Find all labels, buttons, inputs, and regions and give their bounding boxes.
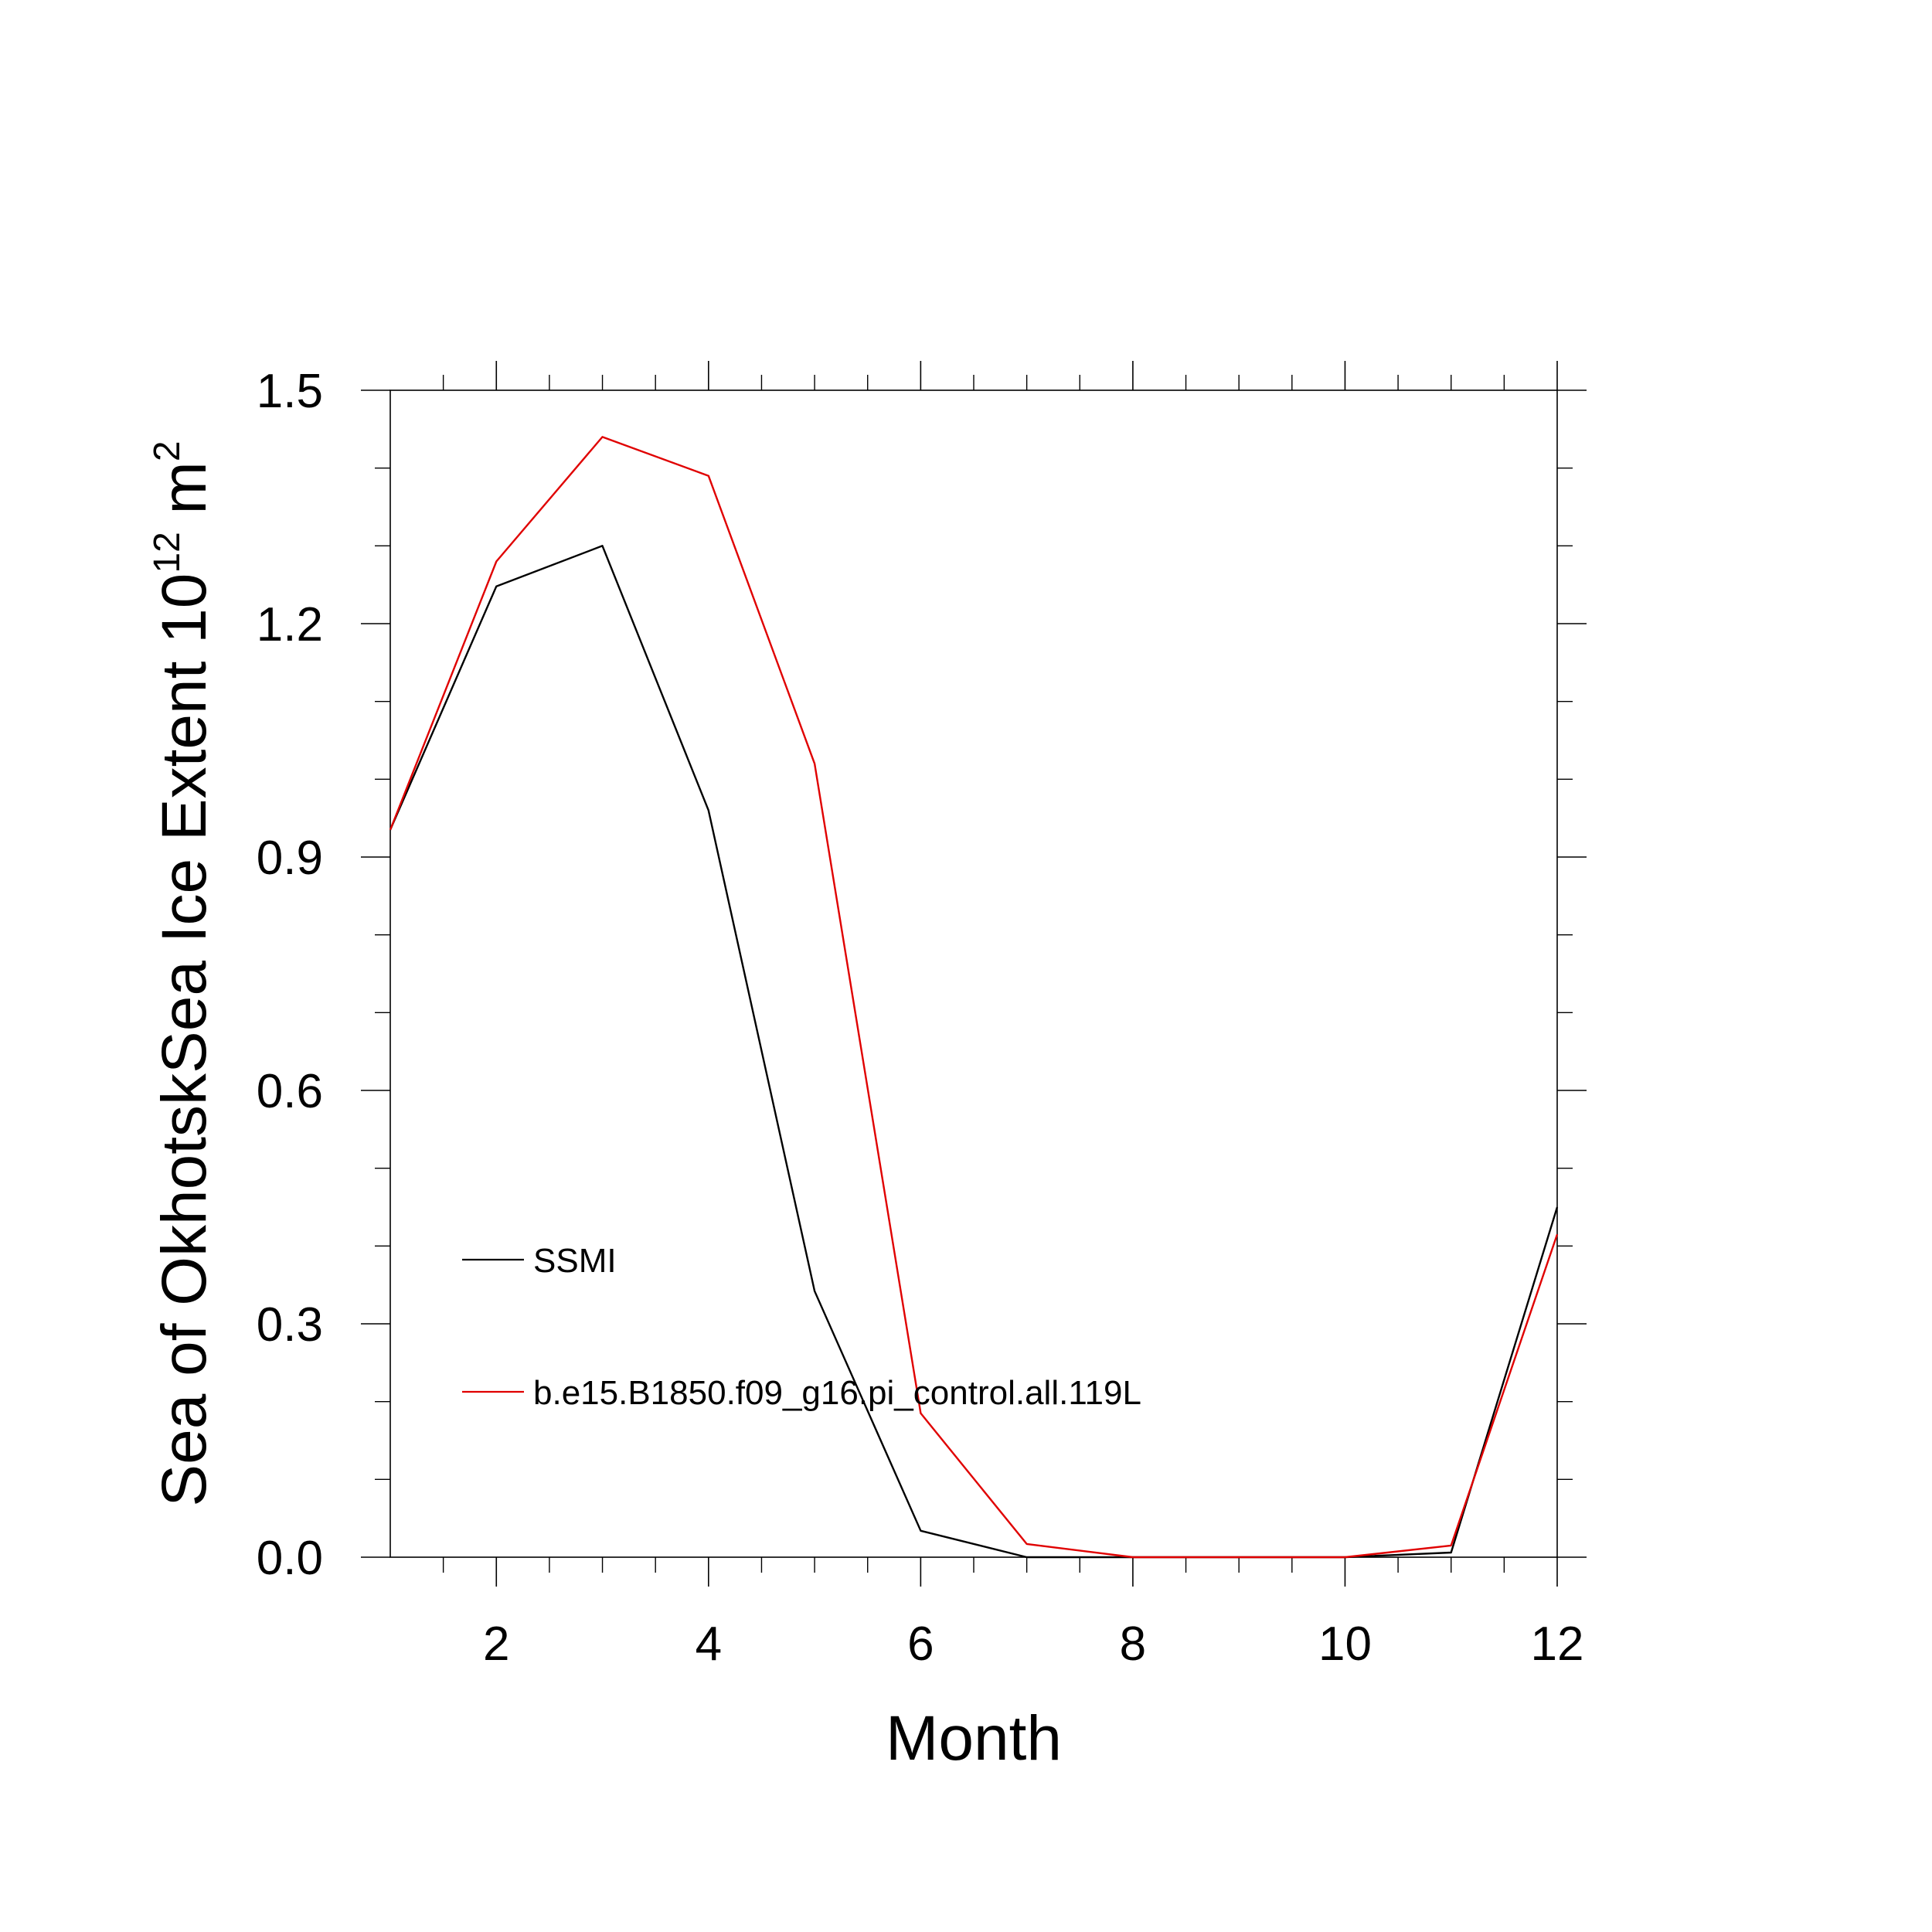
series-lines: [389, 436, 1559, 1559]
y-tick-label: 1.5: [257, 365, 323, 418]
y-tick-label: 0.9: [257, 832, 323, 885]
y-tick-labels: 0.0 0.3 0.6 0.9 1.2 1.5: [257, 365, 323, 1585]
y-axis-title-unit-exponent: 2: [147, 440, 188, 461]
x-tick-label: 8: [1120, 1617, 1146, 1671]
x-tick-label: 6: [907, 1617, 934, 1671]
y-tick-label: 0.0: [257, 1532, 323, 1585]
x-tick-label: 4: [696, 1617, 722, 1671]
minor-ticks: [375, 375, 1573, 1573]
series-line-ssmi: [389, 545, 1559, 1559]
legend-label-model: b.e15.B1850.f09_g16.pi_control.all.119L: [533, 1374, 1141, 1412]
x-tick-label: 2: [483, 1617, 509, 1671]
x-axis-title: Month: [886, 1703, 1062, 1774]
x-tick-label: 12: [1531, 1617, 1584, 1671]
y-tick-label: 0.3: [257, 1298, 323, 1352]
plot-frame: [389, 389, 1558, 1558]
y-axis-title: Sea of OkhotskSea Ice Extent 1012 m2: [147, 440, 219, 1506]
y-axis-title-unit: m: [149, 461, 219, 514]
y-axis-title-space: [149, 514, 219, 532]
major-ticks: [361, 361, 1587, 1587]
x-tick-labels: 2 4 6 8 10 12: [483, 1617, 1583, 1671]
x-tick-label: 10: [1318, 1617, 1372, 1671]
y-axis-title-exponent: 12: [147, 532, 188, 573]
series-line-model: [389, 436, 1559, 1559]
y-tick-label: 0.6: [257, 1065, 323, 1118]
legend: SSMI b.e15.B1850.f09_g16.pi_control.all.…: [462, 1242, 1141, 1412]
y-tick-label: 1.2: [257, 598, 323, 651]
y-axis-title-main: Sea of OkhotskSea Ice Extent 10: [149, 573, 219, 1507]
legend-label-ssmi: SSMI: [533, 1242, 617, 1280]
